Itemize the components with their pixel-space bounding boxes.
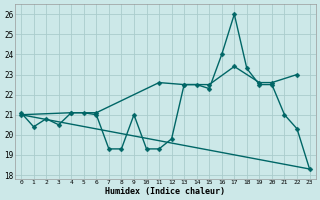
X-axis label: Humidex (Indice chaleur): Humidex (Indice chaleur) [105,187,225,196]
